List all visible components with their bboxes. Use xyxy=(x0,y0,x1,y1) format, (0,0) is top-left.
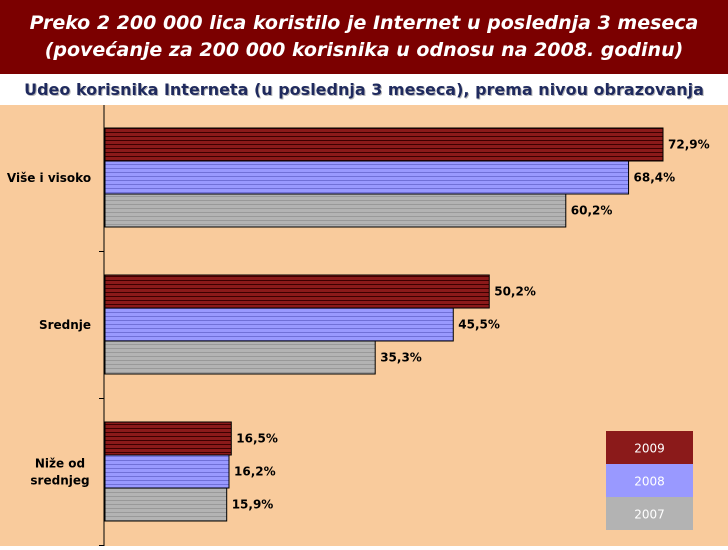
data-label: 45,5% xyxy=(458,318,500,332)
header-title-line2: (povećanje za 200 000 korisnika u odnosu… xyxy=(44,39,684,61)
bar-2008 xyxy=(104,160,630,195)
header-banner: Preko 2 200 000 lica koristilo je Intern… xyxy=(0,0,728,74)
bar-2009 xyxy=(104,421,232,456)
header-title-line1: Preko 2 200 000 lica koristilo je Intern… xyxy=(29,12,699,34)
data-label: 16,5% xyxy=(236,432,278,446)
legend-swatch-2009 xyxy=(606,431,693,464)
legend-swatch-2008 xyxy=(606,464,693,497)
bar-2008 xyxy=(104,454,230,489)
data-label: 68,4% xyxy=(634,171,676,185)
legend-label: 2008 xyxy=(634,475,665,489)
bar-2009 xyxy=(104,274,490,309)
bar-2009 xyxy=(104,127,664,162)
bar-2007 xyxy=(104,487,228,522)
chart-title: Udeo korisnika Interneta (u poslednja 3 … xyxy=(24,80,704,99)
legend-swatch-2007 xyxy=(606,497,693,530)
data-label: 60,2% xyxy=(571,204,613,218)
bar-2008 xyxy=(104,307,454,342)
legend-label: 2007 xyxy=(634,508,665,522)
data-label: 16,2% xyxy=(234,465,276,479)
data-label: 50,2% xyxy=(494,285,536,299)
bar-2007 xyxy=(104,193,567,228)
data-label: 15,9% xyxy=(232,498,274,512)
bar-2007 xyxy=(104,340,376,375)
data-label: 35,3% xyxy=(380,351,422,365)
category-label: Niže od srednjeg xyxy=(30,457,89,488)
category-label: Srednje xyxy=(39,318,91,332)
category-label: Više i visoko xyxy=(7,171,91,185)
bar-chart: Više i visoko Srednje Niže od srednjeg 72,9… xyxy=(7,105,710,546)
legend-label: 2009 xyxy=(634,442,665,456)
data-label: 72,9% xyxy=(668,138,710,152)
chart-plot-area: Više i visoko Srednje Niže od srednjeg 72,9… xyxy=(0,105,728,546)
